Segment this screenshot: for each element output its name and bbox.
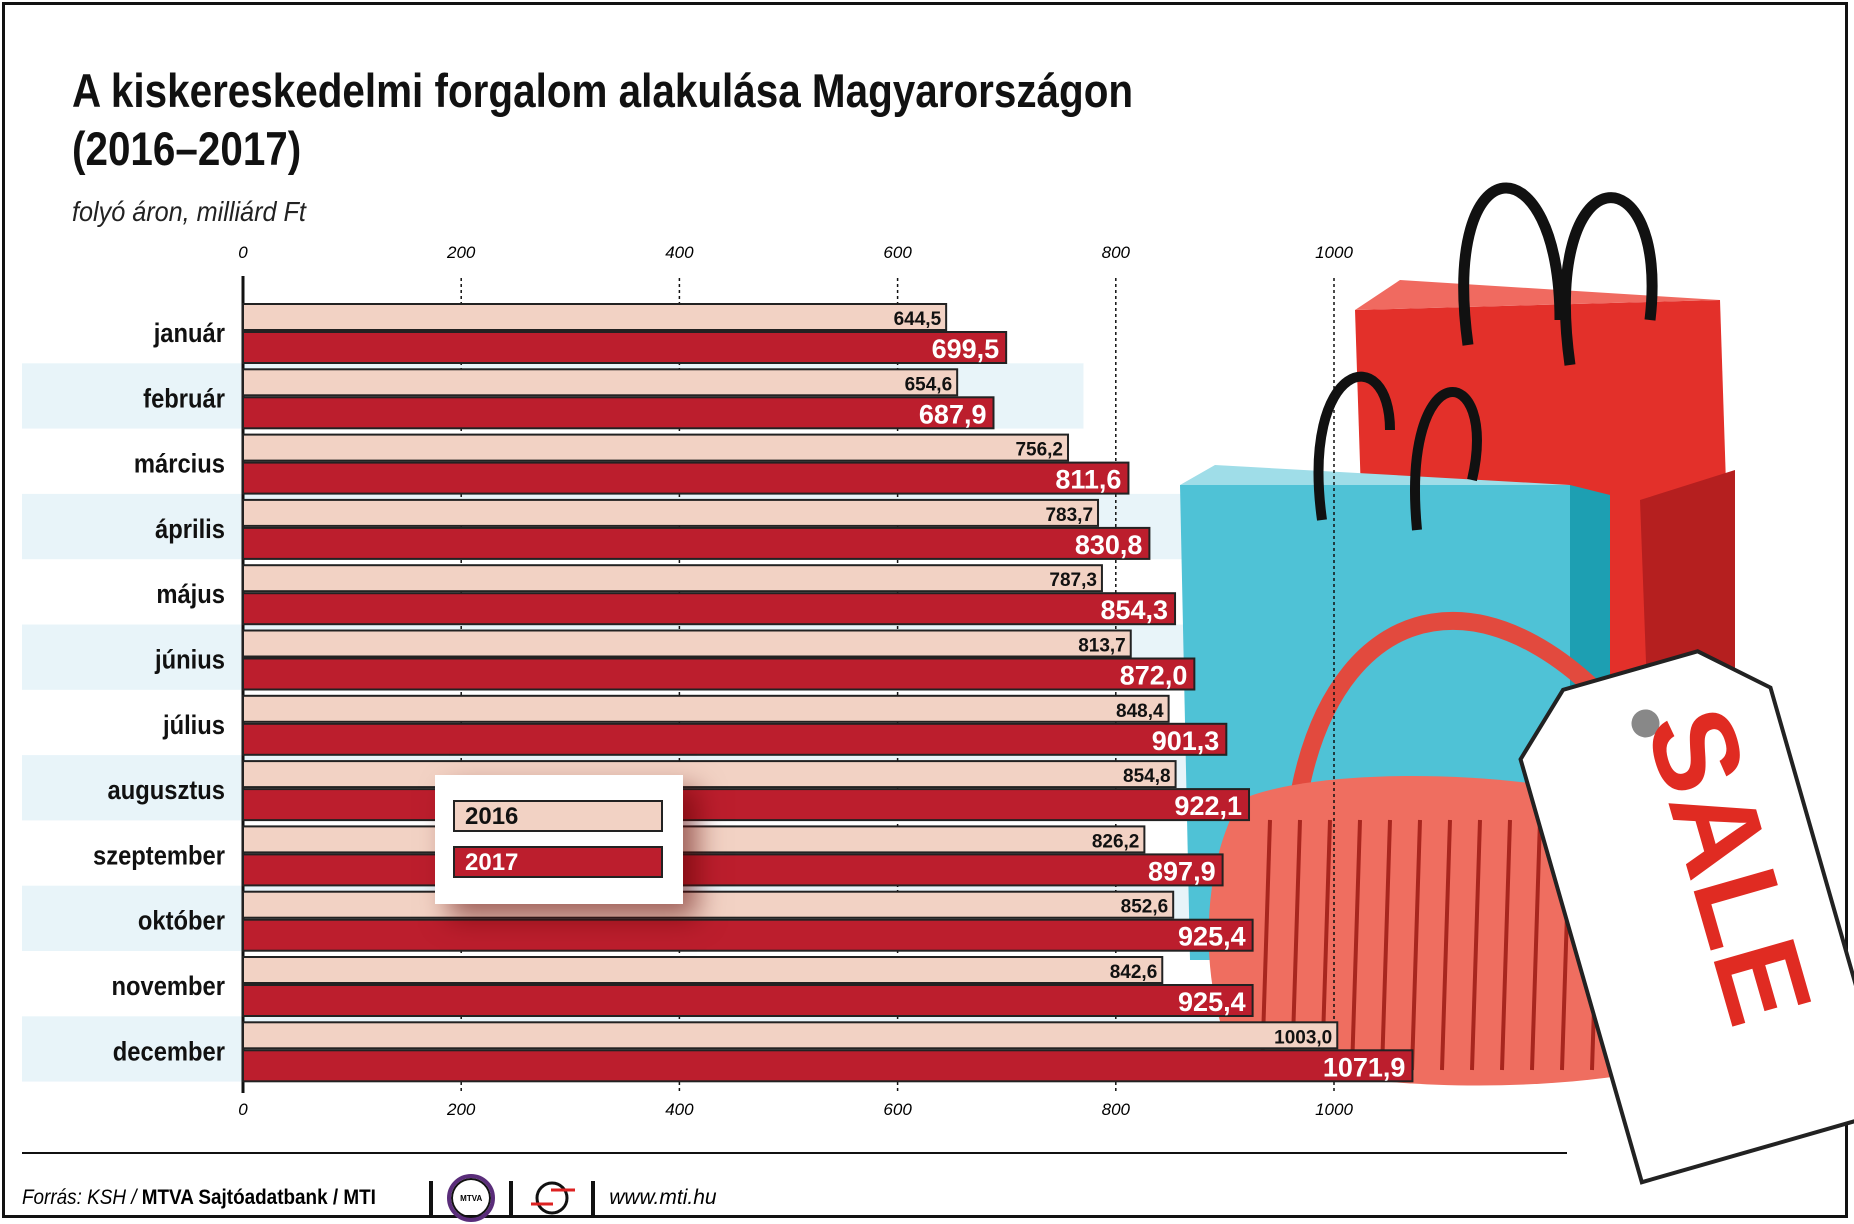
category-label: január	[153, 319, 225, 349]
x-tick-label: 1000	[1315, 243, 1353, 262]
bar-2016	[242, 890, 1175, 919]
category-label: szeptember	[93, 841, 225, 871]
source-bold: MTVA Sajtóadatbank / MTI	[141, 1186, 376, 1209]
bar-2017	[242, 1049, 1414, 1083]
value-label-2016: 1003,0	[1274, 1027, 1332, 1048]
x-tick-label: 200	[446, 1100, 476, 1119]
bar-2017	[242, 461, 1130, 495]
bar-2017	[242, 526, 1151, 560]
bar-2017	[242, 592, 1177, 626]
category-label: június	[154, 645, 225, 675]
value-label-2016: 813,7	[1078, 636, 1126, 657]
bar-2017	[242, 918, 1254, 952]
x-tick-label: 0	[238, 1100, 248, 1119]
bar-2016	[242, 629, 1132, 658]
value-label-2017: 901,3	[1152, 726, 1220, 756]
separator	[591, 1181, 596, 1215]
value-label-2016: 644,5	[894, 309, 942, 330]
bar-2016	[242, 1021, 1339, 1050]
x-tick-label: 400	[665, 1100, 694, 1119]
legend-item-2017: 2017	[453, 846, 663, 878]
x-tick-label: 400	[665, 243, 694, 262]
value-label-2016: 854,8	[1123, 766, 1171, 787]
chart-subtitle: folyó áron, milliárd Ft	[72, 196, 306, 227]
x-tick-label: 600	[883, 243, 912, 262]
source-text: Forrás: KSH / MTVA Sajtóadatbank / MTI	[22, 1186, 376, 1210]
x-tick-label: 600	[883, 1100, 912, 1119]
category-label: október	[138, 906, 225, 936]
legend: 2016 2017	[435, 775, 683, 904]
value-label-2016: 826,2	[1092, 831, 1140, 852]
value-label-2017: 811,6	[1055, 465, 1121, 495]
x-tick-label: 800	[1102, 1100, 1131, 1119]
bar-2016	[242, 564, 1103, 593]
value-label-2017: 687,9	[919, 399, 987, 429]
bar-2016	[242, 956, 1164, 984]
bar-2017	[242, 722, 1228, 756]
bar-2016	[242, 433, 1070, 462]
sale-tag-icon: SALE	[1518, 649, 1854, 1185]
bottom-rule	[22, 1152, 1567, 1154]
website-link[interactable]: www.mti.hu	[609, 1186, 717, 1209]
value-label-2017: 1071,9	[1323, 1052, 1406, 1082]
x-tick-label: 1000	[1315, 1100, 1353, 1119]
x-tick-label: 200	[446, 243, 476, 262]
source-prefix: Forrás: KSH /	[22, 1186, 142, 1209]
legend-item-2016: 2016	[453, 800, 663, 832]
x-tick-label: 0	[238, 243, 248, 262]
category-label: május	[156, 580, 225, 610]
value-label-2017: 830,8	[1075, 530, 1143, 560]
bar-2017	[242, 331, 1008, 364]
value-label-2016: 787,3	[1049, 570, 1097, 591]
bar-2016	[242, 498, 1100, 527]
category-label: április	[155, 515, 225, 545]
bar-2017	[242, 396, 995, 430]
category-label: március	[134, 449, 225, 479]
title-line-1: A kiskereskedelmi forgalom alakulása Mag…	[72, 64, 1134, 117]
category-label: november	[111, 972, 225, 1002]
shopping-illustration: SALE	[1180, 182, 1854, 1185]
chart-title: A kiskereskedelmi forgalom alakulása Mag…	[72, 62, 1190, 178]
bar-2016	[242, 303, 948, 331]
mtva-logo: MTVA	[447, 1174, 496, 1222]
separator	[509, 1181, 514, 1215]
bar-2016	[242, 825, 1146, 854]
value-label-2017: 872,0	[1120, 661, 1188, 691]
separator	[429, 1181, 434, 1215]
footer: Forrás: KSH / MTVA Sajtóadatbank / MTI M…	[22, 1174, 717, 1222]
value-label-2016: 848,4	[1116, 701, 1164, 722]
value-label-2016: 783,7	[1045, 505, 1093, 526]
value-label-2016: 654,6	[905, 374, 953, 395]
x-tick-label: 800	[1102, 243, 1131, 262]
category-label: augusztus	[108, 776, 225, 806]
bar-2017	[242, 788, 1251, 822]
value-label-2017: 699,5	[932, 334, 1000, 364]
category-label: február	[143, 384, 225, 414]
value-label-2017: 854,3	[1100, 595, 1168, 625]
bar-2016	[242, 760, 1177, 789]
bar-2017	[242, 657, 1196, 691]
bar-2016	[242, 694, 1170, 723]
title-line-2: (2016–2017)	[72, 122, 302, 175]
value-label-2017: 897,9	[1148, 856, 1216, 886]
value-label-2016: 756,2	[1015, 440, 1063, 461]
category-label: július	[162, 710, 225, 740]
value-label-2017: 922,1	[1174, 791, 1242, 821]
value-label-2017: 925,4	[1178, 922, 1246, 952]
value-label-2016: 842,6	[1110, 962, 1158, 983]
bar-2016	[242, 368, 959, 397]
mti-logo	[531, 1181, 576, 1215]
category-label: december	[113, 1037, 225, 1067]
value-label-2016: 852,6	[1121, 897, 1169, 918]
bar-2017	[242, 984, 1254, 1017]
bar-2017	[242, 853, 1224, 887]
value-label-2017: 925,4	[1178, 987, 1246, 1017]
